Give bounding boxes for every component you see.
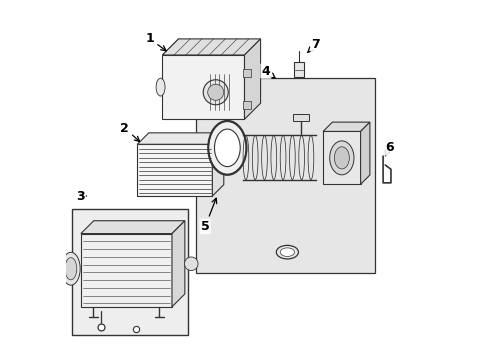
Ellipse shape <box>203 80 228 105</box>
Text: 2: 2 <box>120 122 139 141</box>
Polygon shape <box>172 221 184 307</box>
FancyBboxPatch shape <box>243 101 250 109</box>
Ellipse shape <box>329 141 353 175</box>
Text: 5: 5 <box>201 198 216 233</box>
Polygon shape <box>137 133 224 144</box>
Text: 1: 1 <box>145 32 166 51</box>
Bar <box>72 208 188 336</box>
Polygon shape <box>323 122 369 131</box>
FancyBboxPatch shape <box>292 114 308 121</box>
Polygon shape <box>323 131 360 184</box>
Polygon shape <box>137 144 212 196</box>
Ellipse shape <box>207 84 224 100</box>
Polygon shape <box>212 133 224 196</box>
Text: 7: 7 <box>307 38 320 52</box>
Ellipse shape <box>65 258 77 280</box>
Ellipse shape <box>276 246 298 259</box>
Polygon shape <box>162 39 260 55</box>
Polygon shape <box>244 39 260 119</box>
Ellipse shape <box>214 129 240 167</box>
Polygon shape <box>81 234 172 307</box>
Polygon shape <box>81 221 184 234</box>
Text: 6: 6 <box>384 141 393 156</box>
Ellipse shape <box>280 248 294 256</box>
Ellipse shape <box>184 257 198 271</box>
Polygon shape <box>293 62 303 77</box>
Text: 4: 4 <box>261 64 275 78</box>
Ellipse shape <box>61 252 80 285</box>
Ellipse shape <box>156 78 164 96</box>
Polygon shape <box>162 55 244 119</box>
Ellipse shape <box>208 121 245 174</box>
Text: 3: 3 <box>77 190 86 203</box>
Polygon shape <box>360 122 369 184</box>
Ellipse shape <box>334 147 348 169</box>
Bar <box>196 78 374 273</box>
FancyBboxPatch shape <box>243 69 250 77</box>
